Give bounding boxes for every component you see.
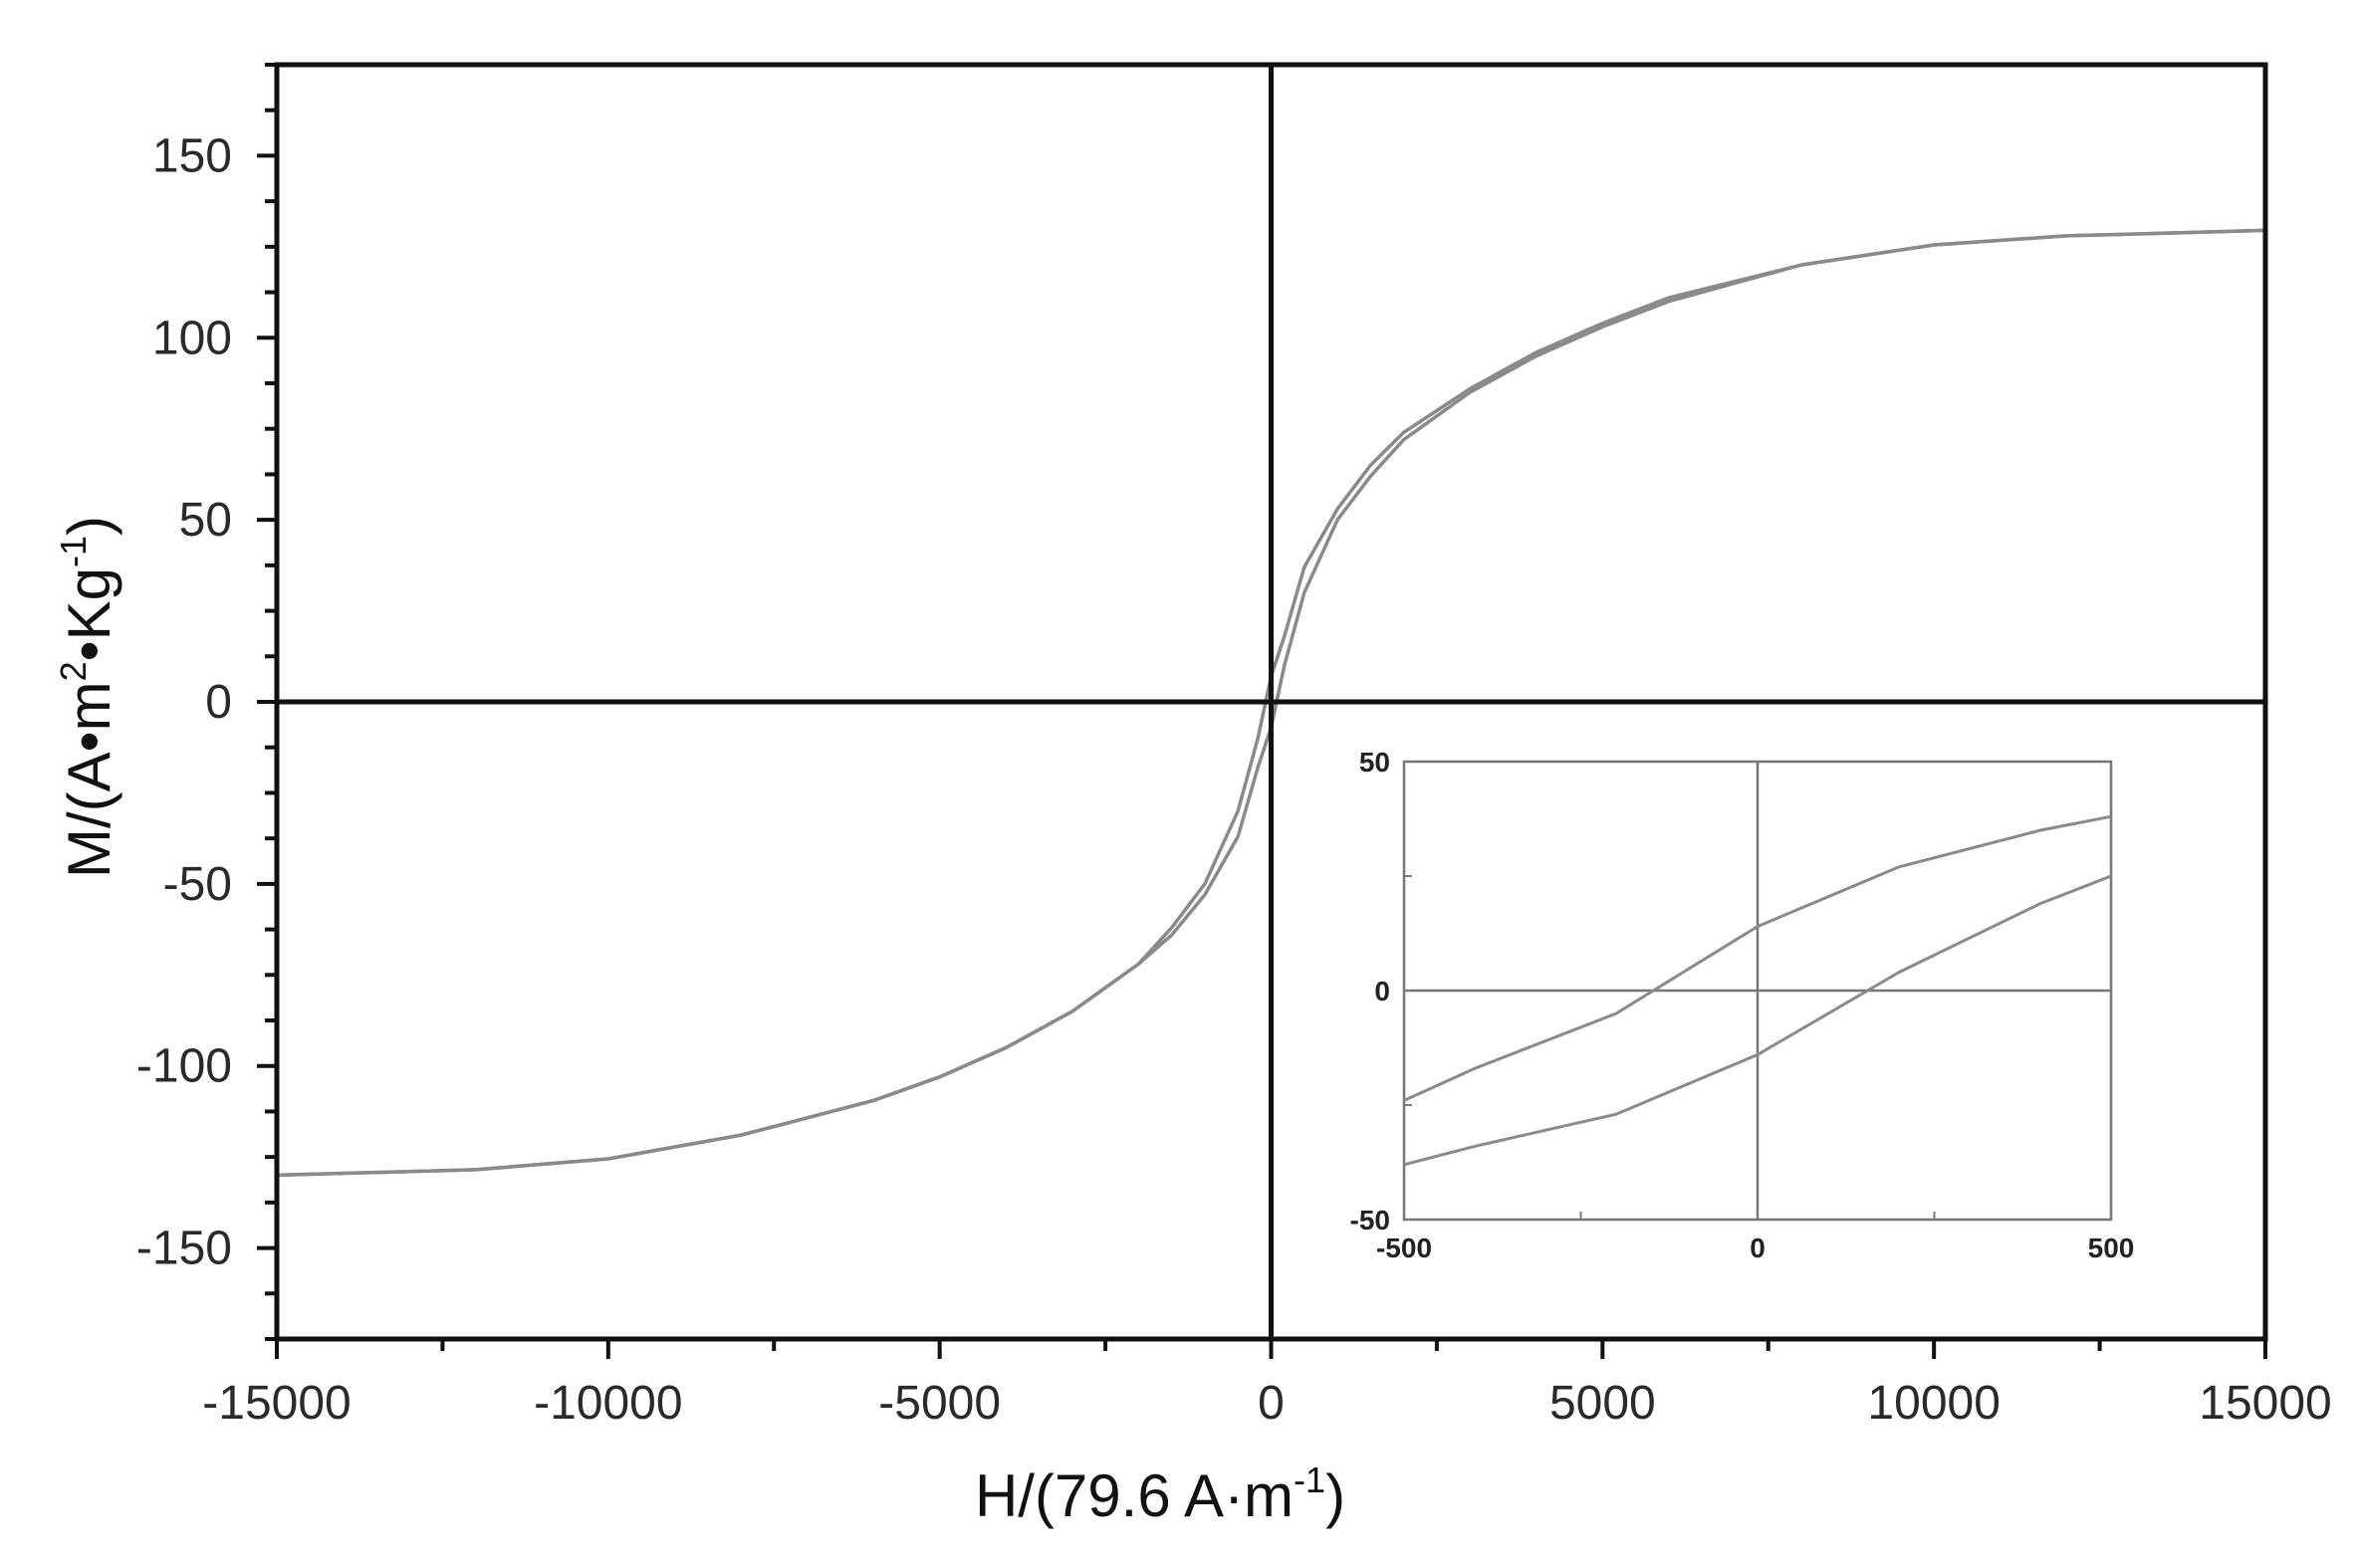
x-tick-label: -15000	[202, 1377, 351, 1430]
y-tick-label: 0	[205, 676, 232, 729]
inset-branch-1	[1403, 814, 2112, 1102]
inset-x-tick-label: 0	[1750, 1232, 1766, 1263]
x-tick-label: 15000	[2199, 1377, 2331, 1430]
x-tick-label: -5000	[878, 1377, 1001, 1430]
y-tick-label: 150	[152, 129, 232, 182]
inset-x-tick-label: -500	[1376, 1232, 1432, 1263]
inset-x-tick-label: 500	[2088, 1232, 2135, 1263]
y-tick-label: -100	[136, 1040, 232, 1093]
y-tick-label: 50	[179, 494, 232, 547]
inset-branch-2	[1403, 874, 2112, 1167]
x-axis-title: H/(79.6 A·m-1)	[975, 1459, 1345, 1529]
x-tick-label: -10000	[534, 1377, 682, 1430]
x-tick-label: 10000	[1867, 1377, 2000, 1430]
inset-y-tick-label: -50	[1350, 1205, 1390, 1235]
x-tick-label: 0	[1258, 1377, 1285, 1430]
main-plot-frame	[274, 62, 2268, 1342]
y-tick-label: -50	[163, 858, 232, 911]
x-tick-label: 5000	[1549, 1377, 1656, 1430]
inset-y-tick-label: 0	[1374, 976, 1390, 1007]
main-tick-labels: -15000 -10000 -5000 0 5000 10000 15000-150-100…	[136, 129, 2332, 1430]
inset-y-tick-label: 50	[1359, 747, 1390, 778]
y-tick-label: 100	[152, 312, 232, 364]
y-tick-label: -150	[136, 1223, 232, 1275]
y-axis-title: M/(A•m2•Kg-1)	[53, 516, 122, 878]
